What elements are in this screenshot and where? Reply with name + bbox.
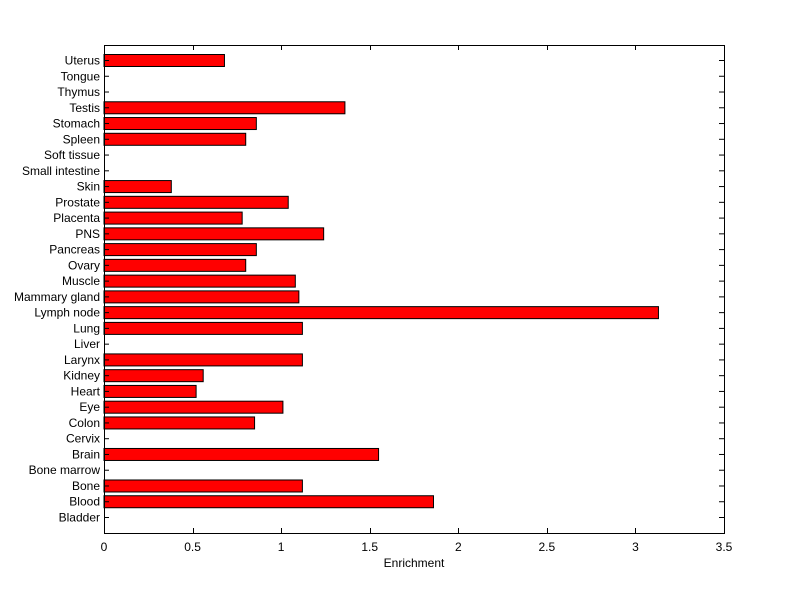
y-tick-label: Tongue: [61, 69, 101, 83]
y-tick-label: Heart: [71, 384, 101, 398]
x-tick-label: 3: [632, 540, 639, 554]
bar: [103, 479, 303, 493]
y-tick-label: Blood: [69, 495, 100, 509]
y-tick-label: Testis: [69, 101, 100, 115]
y-tick-label: Ovary: [68, 258, 100, 272]
x-axis-label: Enrichment: [384, 556, 445, 570]
y-tick-label: Bone: [72, 479, 100, 493]
y-tick-label: Eye: [79, 400, 100, 414]
y-tick-label: Lymph node: [34, 306, 100, 320]
bar: [103, 274, 296, 288]
bar: [103, 447, 380, 461]
x-tick-label: 2: [455, 540, 462, 554]
y-tick-label: Skin: [77, 180, 100, 194]
bar: [103, 101, 346, 115]
bar: [103, 117, 257, 131]
bar: [103, 384, 197, 398]
bar: [103, 195, 289, 209]
bar: [103, 353, 303, 367]
y-tick-label: Pancreas: [49, 243, 100, 257]
bar: [103, 321, 303, 335]
x-tick-label: 0: [101, 540, 108, 554]
y-tick-label: Muscle: [62, 274, 100, 288]
y-tick-label: Placenta: [53, 211, 100, 225]
bar: [103, 227, 325, 241]
bar: [103, 400, 284, 414]
bar: [103, 132, 247, 146]
bar: [103, 369, 204, 383]
y-tick-label: Soft tissue: [44, 148, 100, 162]
y-tick-label: Cervix: [66, 432, 100, 446]
y-tick-label: Thymus: [57, 85, 100, 99]
y-tick-label: Bladder: [59, 511, 100, 525]
y-tick-label: Liver: [74, 337, 100, 351]
y-tick-label: Spleen: [63, 132, 100, 146]
plot-frame: [104, 45, 725, 534]
y-tick-label: Colon: [69, 416, 100, 430]
x-tick-label: 0.5: [184, 540, 201, 554]
y-tick-label: Brain: [72, 447, 100, 461]
x-tick-label: 3.5: [716, 540, 733, 554]
x-tick-label: 2.5: [539, 540, 556, 554]
y-tick-label: PNS: [75, 227, 100, 241]
y-tick-label: Stomach: [53, 117, 100, 131]
x-tick-label: 1: [278, 540, 285, 554]
bar: [103, 258, 247, 272]
bar: [103, 243, 257, 257]
y-tick-label: Small intestine: [22, 164, 100, 178]
y-tick-label: Prostate: [55, 195, 100, 209]
y-tick-label: Kidney: [63, 369, 100, 383]
y-tick-label: Bone marrow: [29, 463, 101, 477]
bar: [103, 495, 434, 509]
bar: [103, 290, 300, 304]
x-ticks-group: 0 0.5 1 1.5 2 2.5 3 3.5: [101, 45, 733, 554]
y-tick-label: Uterus: [65, 54, 100, 68]
y-tick-label: Lung: [73, 321, 100, 335]
bar: [103, 54, 225, 67]
bar: [103, 180, 172, 194]
bar: [103, 211, 243, 225]
y-tick-label: Larynx: [64, 353, 100, 367]
bar: [103, 306, 659, 320]
x-tick-label: 1.5: [361, 540, 378, 554]
y-tick-label: Mammary gland: [14, 290, 100, 304]
bar: [103, 416, 256, 430]
